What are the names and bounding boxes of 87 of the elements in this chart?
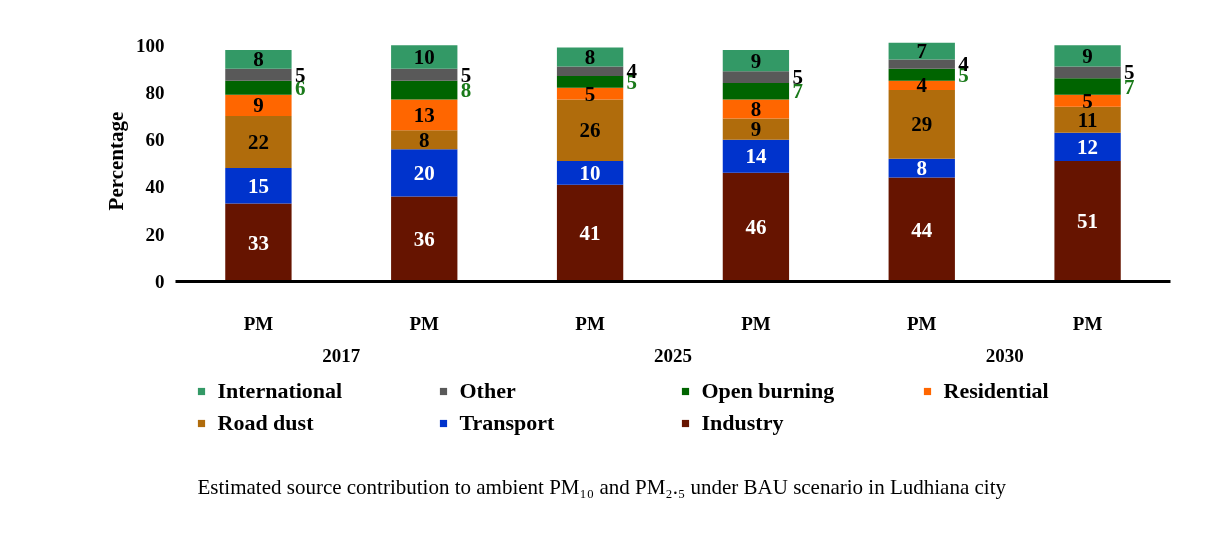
y-tick-label: 0	[155, 271, 165, 292]
bar	[225, 49, 292, 69]
bar	[225, 94, 292, 117]
x-tick-label: PM	[741, 312, 771, 334]
data-label: 8	[419, 127, 430, 152]
data-label: 10	[413, 45, 435, 70]
text: 2017	[322, 344, 361, 366]
data-label: 9	[750, 48, 762, 73]
bar	[1054, 106, 1121, 133]
legend-label: Other	[459, 378, 517, 404]
data-label: 51	[1077, 209, 1099, 234]
y-tick-label: 60	[145, 129, 165, 151]
data-label: 14	[745, 144, 767, 169]
data-label: 15	[247, 173, 269, 198]
x-tick-label: PM	[1072, 312, 1103, 334]
x-tick-label: PM	[409, 312, 440, 334]
bar	[225, 168, 292, 204]
text: 2030	[985, 344, 1024, 366]
data-label: 10	[579, 160, 601, 185]
data-label: 8	[253, 47, 264, 72]
bar	[556, 75, 624, 88]
bar	[225, 68, 292, 81]
bar	[1054, 45, 1121, 67]
bar	[888, 158, 955, 178]
bar	[1054, 132, 1121, 161]
bar	[1054, 78, 1121, 95]
data-label: 8	[584, 45, 596, 70]
data-label: 4	[916, 73, 928, 98]
x-tick-label: PM	[575, 312, 605, 334]
bar	[888, 177, 955, 282]
data-label: 9	[253, 93, 264, 118]
data-label: 44	[911, 217, 933, 242]
bar	[888, 42, 955, 60]
bar	[225, 116, 292, 169]
legend-label: International	[217, 378, 344, 404]
bar	[391, 196, 458, 282]
data-label: 7	[916, 39, 927, 64]
bar	[1054, 66, 1121, 79]
data-label: 41	[579, 221, 601, 246]
bar	[391, 149, 458, 197]
data-label: 29	[911, 112, 933, 137]
bar	[1054, 161, 1121, 282]
y-tick-label: 80	[145, 81, 165, 103]
y-tick-label: 20	[145, 223, 165, 245]
data-label: 9	[1082, 43, 1093, 68]
bar	[1054, 94, 1121, 107]
bar	[391, 130, 458, 150]
bar	[391, 68, 458, 81]
data-label: 46	[745, 215, 767, 240]
y-tick-label: 40	[145, 176, 165, 198]
bar	[556, 99, 624, 161]
bar	[888, 90, 955, 159]
bar	[722, 118, 790, 140]
bar	[888, 59, 955, 69]
y-axis-title: Percentage	[104, 111, 128, 211]
bar	[556, 87, 624, 100]
legend-label: Industry	[701, 410, 785, 436]
data-label: 8	[916, 156, 927, 181]
data-label: 12	[1077, 134, 1099, 159]
x-tick-label: PM	[243, 312, 274, 334]
data-label: 33	[247, 230, 269, 255]
bar	[556, 184, 624, 282]
bar	[722, 172, 790, 282]
x-tick-label: PM	[906, 312, 937, 334]
legend-label: Residential	[943, 378, 1050, 404]
legend-label: Transport	[459, 410, 556, 436]
bar	[722, 139, 790, 173]
bar	[391, 80, 458, 100]
text: 2025	[654, 344, 692, 366]
bar	[225, 80, 292, 95]
legend-label: Road dust	[217, 410, 315, 436]
bar	[556, 66, 624, 76]
bar	[722, 83, 790, 100]
bar	[722, 49, 790, 72]
y-tick-label: 100	[136, 34, 165, 56]
legend-label: Open burning	[701, 378, 836, 404]
bar	[722, 71, 790, 84]
data-label: 13	[413, 102, 435, 127]
bar	[225, 203, 292, 282]
bar	[556, 161, 624, 185]
bar	[391, 45, 458, 69]
data-label: 26	[579, 118, 601, 143]
data-label: 36	[413, 226, 435, 251]
data-label: 22	[247, 130, 269, 155]
text: Estimated source contribution to ambient PM₁₀ and PM₂.₅ under BAU scenario in Ludhiana city	[197, 474, 1007, 499]
data-label: 5	[584, 81, 596, 106]
data-label: 20	[413, 160, 435, 185]
